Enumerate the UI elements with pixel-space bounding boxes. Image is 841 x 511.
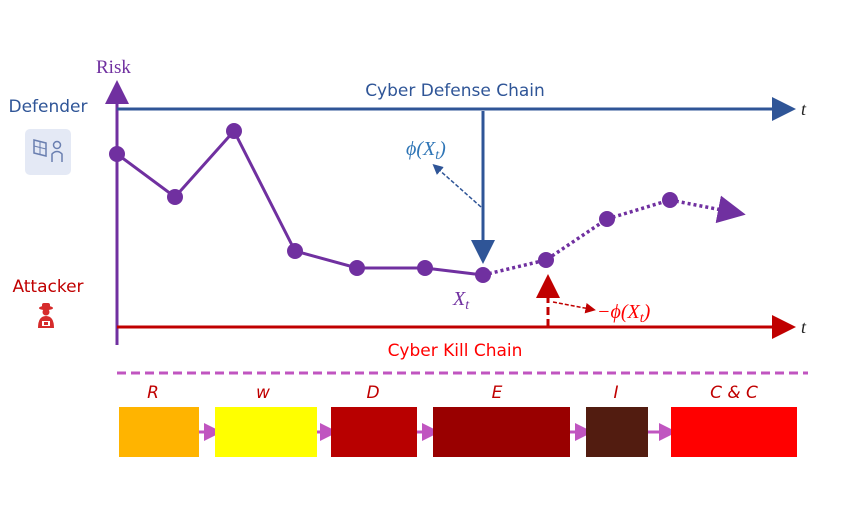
neg-phi-pointer-arrow [552, 301, 596, 314]
defender-monitor-icon [25, 129, 71, 175]
defender-label: Defender [8, 97, 87, 117]
risk-data-points [109, 123, 678, 283]
neg-phi-label: −ϕ(Xt) [597, 301, 651, 326]
risk-axis-label: Risk [96, 57, 131, 78]
kill-chain-label: Cyber Kill Chain [388, 341, 523, 361]
defense-time-label: t [801, 99, 807, 119]
stage-box-i [586, 407, 648, 457]
stage-box-cc [671, 407, 797, 457]
stage-label-r: R [147, 383, 159, 403]
stage-box-w [215, 407, 317, 457]
stage-label-d: D [366, 383, 379, 403]
kill-time-label: t [801, 317, 807, 337]
attacker-label: Attacker [12, 277, 83, 297]
stage-label-e: E [492, 383, 503, 403]
xt-label: Xt [452, 288, 470, 313]
kill-chain-stages: R w D E I C & C [119, 383, 797, 457]
stage-box-r [119, 407, 199, 457]
stage-label-w: w [256, 383, 270, 403]
stage-label-cc: C & C [710, 383, 758, 403]
phi-label: ϕ(Xt) [406, 138, 446, 163]
defense-chain-label: Cyber Defense Chain [365, 81, 545, 101]
hacker-icon [38, 303, 54, 328]
stage-box-d [331, 407, 417, 457]
stage-label-i: I [613, 383, 618, 403]
stage-box-e [433, 407, 570, 457]
phi-pointer-arrow [432, 164, 482, 208]
